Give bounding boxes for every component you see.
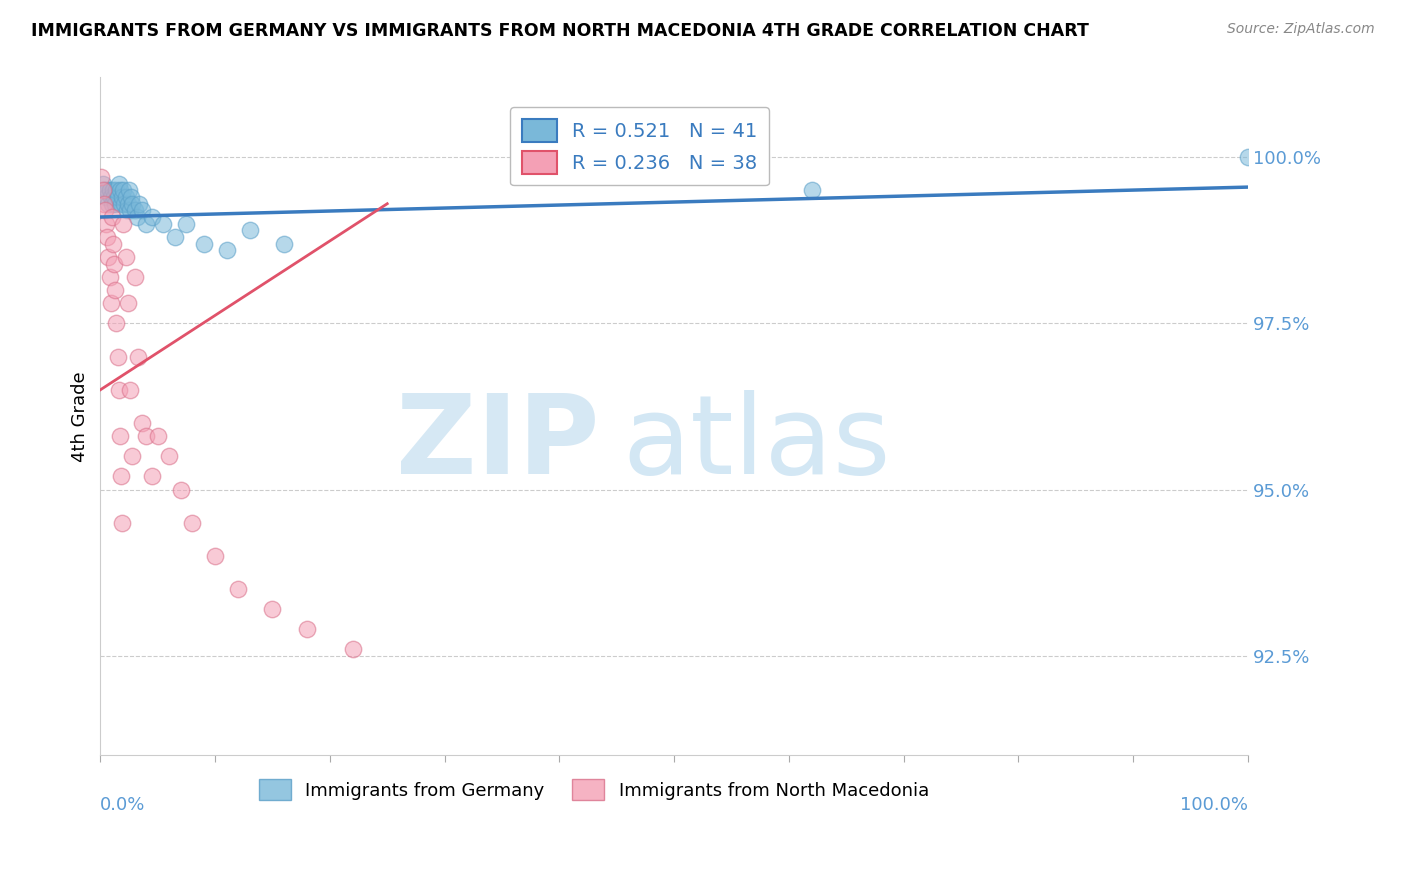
Point xyxy=(104,283,127,297)
Point xyxy=(111,190,134,204)
Point xyxy=(120,203,142,218)
Point xyxy=(215,244,238,258)
Point xyxy=(94,190,117,204)
Point xyxy=(114,196,136,211)
Point xyxy=(94,203,117,218)
Point xyxy=(101,210,124,224)
Point xyxy=(238,223,260,237)
Point xyxy=(226,582,249,597)
Point xyxy=(141,210,163,224)
Point xyxy=(121,450,143,464)
Point xyxy=(104,196,127,211)
Point xyxy=(124,269,146,284)
Point xyxy=(800,183,823,197)
Point xyxy=(181,516,204,530)
Point xyxy=(115,203,138,218)
Point xyxy=(108,183,131,197)
Point xyxy=(176,217,198,231)
Point xyxy=(124,203,146,218)
Point xyxy=(108,429,131,443)
Point xyxy=(97,250,120,264)
Point xyxy=(96,230,118,244)
Point xyxy=(96,183,118,197)
Point xyxy=(114,250,136,264)
Point xyxy=(103,190,125,204)
Point xyxy=(100,190,122,204)
Text: IMMIGRANTS FROM GERMANY VS IMMIGRANTS FROM NORTH MACEDONIA 4TH GRADE CORRELATION: IMMIGRANTS FROM GERMANY VS IMMIGRANTS FR… xyxy=(31,22,1088,40)
Text: ZIP: ZIP xyxy=(396,390,599,497)
Point xyxy=(101,236,124,251)
Legend: Immigrants from Germany, Immigrants from North Macedonia: Immigrants from Germany, Immigrants from… xyxy=(252,772,936,807)
Point xyxy=(98,269,121,284)
Point xyxy=(105,316,128,330)
Point xyxy=(110,196,132,211)
Point xyxy=(107,190,129,204)
Point xyxy=(110,469,132,483)
Point xyxy=(121,196,143,211)
Point xyxy=(152,217,174,231)
Point xyxy=(111,516,134,530)
Point xyxy=(114,190,136,204)
Point xyxy=(157,450,180,464)
Point xyxy=(117,296,139,310)
Point xyxy=(107,177,129,191)
Point xyxy=(131,203,153,218)
Point xyxy=(94,217,117,231)
Point xyxy=(125,210,148,224)
Point xyxy=(204,549,226,563)
Point xyxy=(97,196,120,211)
Point xyxy=(100,296,122,310)
Text: atlas: atlas xyxy=(623,390,891,497)
Point xyxy=(170,483,193,497)
Point xyxy=(107,350,129,364)
Point xyxy=(118,183,141,197)
Point xyxy=(103,256,125,270)
Point xyxy=(131,416,153,430)
Point xyxy=(135,217,157,231)
Point xyxy=(91,177,114,191)
Point xyxy=(146,429,169,443)
Point xyxy=(342,642,364,657)
Point xyxy=(98,183,121,197)
Point xyxy=(163,230,186,244)
Point xyxy=(1237,150,1260,164)
Text: 0.0%: 0.0% xyxy=(100,796,146,814)
Point xyxy=(90,170,112,185)
Point xyxy=(135,429,157,443)
Point xyxy=(112,183,135,197)
Y-axis label: 4th Grade: 4th Grade xyxy=(72,371,89,462)
Point xyxy=(295,622,318,636)
Point xyxy=(128,196,150,211)
Point xyxy=(262,602,284,616)
Point xyxy=(120,383,142,397)
Point xyxy=(101,196,124,211)
Text: Source: ZipAtlas.com: Source: ZipAtlas.com xyxy=(1227,22,1375,37)
Point xyxy=(141,469,163,483)
Text: 100.0%: 100.0% xyxy=(1180,796,1249,814)
Point xyxy=(91,183,114,197)
Point xyxy=(193,236,215,251)
Point xyxy=(101,183,124,197)
Point xyxy=(120,190,142,204)
Point xyxy=(94,183,117,197)
Point xyxy=(93,196,115,211)
Point xyxy=(117,196,139,211)
Point xyxy=(107,383,129,397)
Point xyxy=(112,217,135,231)
Point xyxy=(273,236,295,251)
Point xyxy=(127,350,149,364)
Point xyxy=(105,183,128,197)
